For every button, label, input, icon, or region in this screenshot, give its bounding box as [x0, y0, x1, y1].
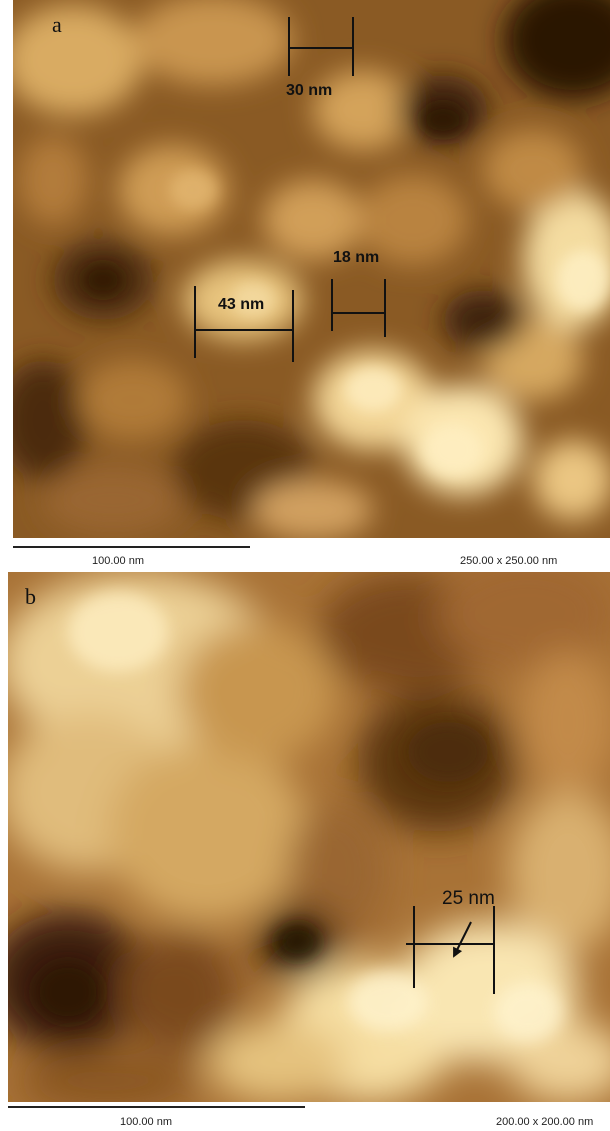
measurement-markers-a	[194, 17, 386, 362]
measurement-label-30nm: 30 nm	[286, 82, 333, 99]
scale-bar-b	[8, 1106, 305, 1108]
scale-bar-label-b: 100.00 nm	[120, 1116, 172, 1128]
panel-label-a: a	[52, 12, 62, 37]
measurement-label-18nm: 18 nm	[333, 249, 380, 266]
measurement-markers-b	[406, 906, 495, 994]
measurement-label-25nm: 25 nm	[442, 888, 495, 909]
scale-bar-a	[13, 546, 250, 548]
measurement-label-43nm: 43 nm	[218, 296, 265, 313]
afm-image-a: a 30 nm 18 nm 43 nm	[13, 0, 610, 538]
panel-label-b: b	[25, 584, 36, 609]
scan-size-a: 250.00 x 250.00 nm	[460, 555, 558, 567]
measure-arrow-25nm	[453, 921, 472, 958]
afm-topography-a	[13, 0, 610, 538]
afm-topography-b	[8, 572, 610, 1102]
afm-image-b: b 25 nm	[8, 572, 610, 1102]
scan-size-b: 200.00 x 200.00 nm	[496, 1116, 594, 1128]
scale-bar-label-a: 100.00 nm	[92, 555, 144, 567]
